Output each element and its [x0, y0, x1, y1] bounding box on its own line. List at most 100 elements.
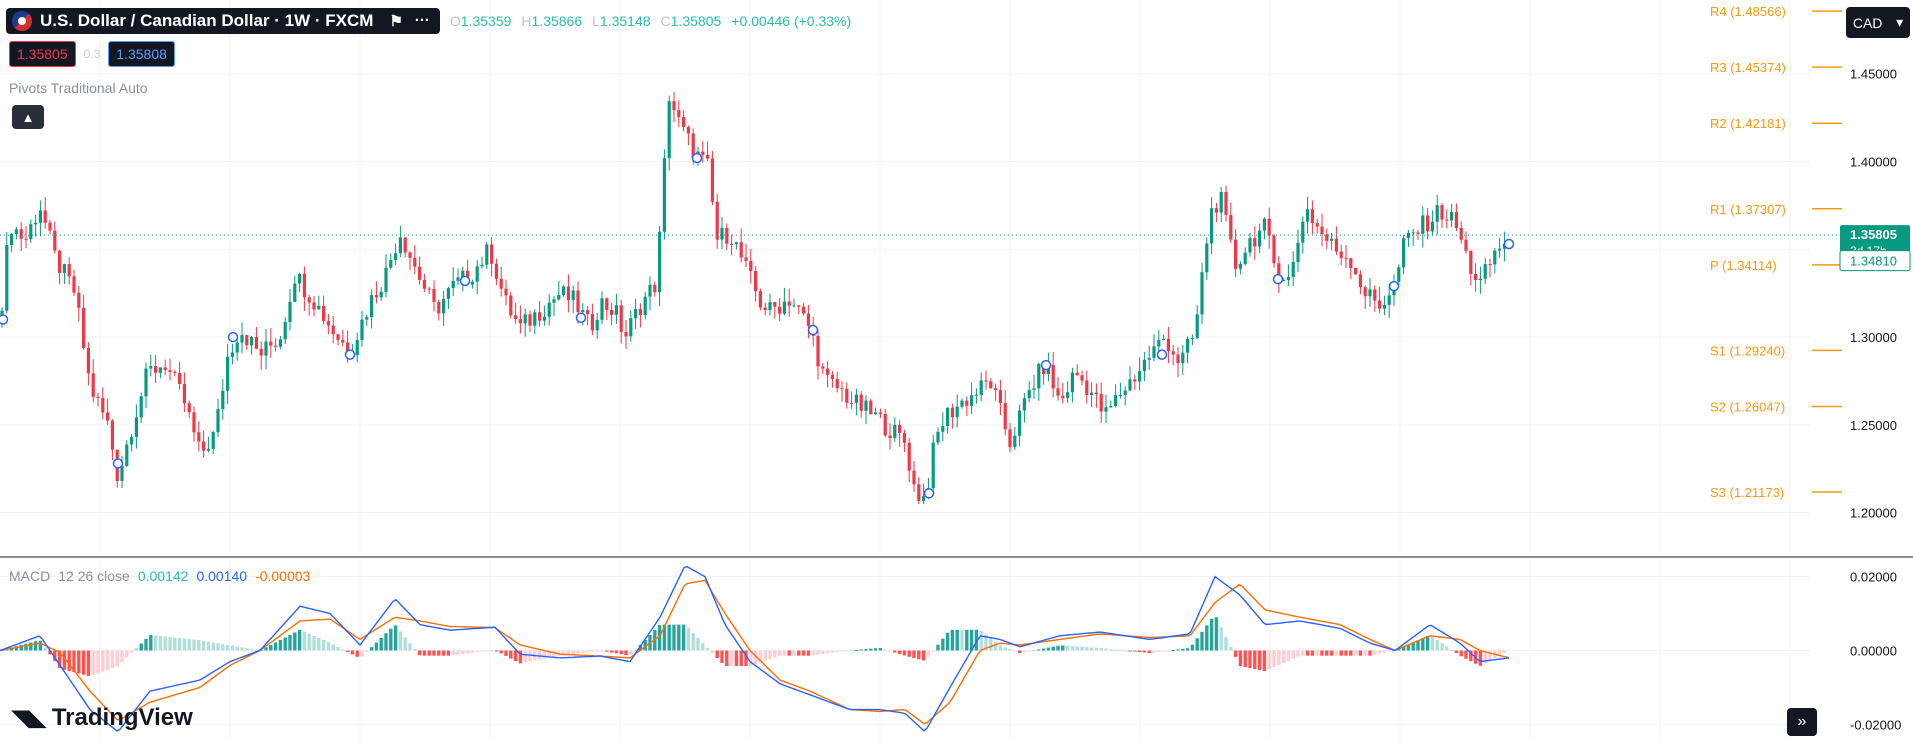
candle-body: [504, 288, 508, 296]
candle-body: [749, 260, 753, 271]
macd-histogram-bar: [1401, 646, 1406, 651]
candle-body: [331, 325, 335, 335]
macd-histogram-bar: [350, 650, 355, 655]
candle-body: [634, 308, 638, 319]
macd-histogram-bar: [288, 634, 292, 651]
candle-body: [480, 264, 484, 267]
candle-body: [192, 412, 196, 433]
candle-body: [744, 257, 748, 261]
macd-histogram-bar: [595, 650, 599, 652]
macd-histogram-bar: [1214, 617, 1219, 651]
macd-histogram-bar: [955, 629, 959, 651]
candle-body: [970, 395, 974, 406]
candle-body: [1478, 278, 1482, 281]
macd-histogram-bar: [437, 650, 441, 656]
tradingview-logo[interactable]: ◥◣ TradingView: [12, 704, 193, 732]
macd-histogram-bar: [273, 642, 278, 651]
collapse-legend-button[interactable]: ▲: [12, 105, 44, 129]
macd-params: 12 26 close: [58, 568, 130, 584]
macd-histogram-bar: [216, 643, 220, 651]
change-value: +0.00446 (+0.33%): [731, 13, 852, 29]
pivot-levels: R4 (1.48566) R3 (1.45374) R2 (1.42181) R1 (…: [1710, 4, 1842, 500]
candle-body: [557, 294, 561, 300]
candle-body: [730, 243, 734, 245]
candle-body: [168, 370, 172, 372]
macd-histogram-bar: [456, 650, 460, 655]
candle-body: [922, 496, 926, 501]
candle-body: [754, 270, 758, 292]
macd-histogram-bar: [1017, 650, 1022, 653]
candle-body: [1027, 389, 1031, 399]
candle-body: [259, 348, 263, 356]
swing-marker: [691, 152, 703, 164]
macd-histogram-bar: [1065, 645, 1070, 651]
candle-body: [1133, 379, 1137, 382]
current-price-label: 1.35805: [1850, 227, 1897, 242]
buy-button[interactable]: 1.35808: [108, 41, 175, 67]
candle-body: [706, 154, 710, 159]
candle-body: [1238, 263, 1242, 269]
candle-body: [432, 288, 436, 302]
candle-body: [538, 312, 542, 321]
macd-histogram-bar: [1085, 647, 1089, 651]
macd-histogram-bar: [1454, 650, 1459, 654]
candle-body: [1464, 239, 1468, 251]
macd-histogram-bar: [1281, 650, 1286, 663]
symbol-title-box[interactable]: U.S. Dollar / Canadian Dollar · 1W · FXC…: [6, 8, 440, 34]
candle-body: [274, 345, 278, 347]
candle-body: [62, 264, 66, 273]
macd-histogram-bar: [1272, 650, 1276, 668]
macd-histogram-bar: [753, 650, 758, 665]
macd-histogram-bar: [422, 650, 427, 656]
candle-body: [1195, 314, 1199, 338]
hist-value: -0.00003: [255, 568, 311, 584]
swing-marker: [459, 275, 471, 287]
candle-body: [648, 284, 652, 297]
candle-body: [490, 244, 494, 264]
candle-body: [456, 277, 460, 281]
macd-histogram-bar: [1152, 650, 1156, 653]
candle-body: [874, 412, 878, 415]
candle-body: [1498, 248, 1502, 251]
macd-histogram-bar: [1094, 647, 1099, 651]
candle-body: [336, 334, 340, 340]
macd-histogram-bar: [1267, 650, 1271, 670]
candle-body: [1094, 392, 1098, 394]
macd-value: 0.00142: [137, 568, 189, 584]
candle-body: [494, 263, 498, 279]
currency-button[interactable]: CAD ▾: [1846, 7, 1910, 38]
macd-histogram-bar: [413, 649, 417, 651]
flag-marker-icon[interactable]: ⚑: [389, 13, 403, 30]
candle-body: [1075, 372, 1079, 376]
macd-histogram-bar: [883, 649, 887, 651]
macd-histogram-bar: [672, 624, 676, 651]
candle-body: [624, 331, 628, 337]
candle-body: [427, 288, 431, 290]
scroll-to-realtime-button[interactable]: »: [1787, 708, 1817, 736]
macd-histogram-bar: [984, 634, 988, 651]
pivots-indicator-label[interactable]: Pivots Traditional Auto: [9, 80, 148, 96]
currency-label: CAD: [1852, 14, 1883, 31]
candle-body: [950, 407, 954, 418]
macd-histogram-bar: [1502, 650, 1507, 653]
candle-body: [802, 306, 806, 314]
candle-body: [672, 101, 676, 111]
candle-body: [658, 231, 662, 293]
sell-button[interactable]: 1.35805: [9, 41, 76, 67]
candle-body: [576, 290, 580, 313]
candle-body: [1186, 338, 1190, 353]
candle-body: [34, 222, 38, 225]
macd-histogram-bar: [725, 650, 729, 667]
candle-body: [1344, 258, 1348, 260]
candle-body: [125, 444, 129, 467]
candle-body: [384, 267, 388, 292]
macd-histogram-bar: [1137, 650, 1142, 653]
more-options-icon[interactable]: ···: [414, 12, 430, 29]
candle-body: [643, 296, 647, 316]
macd-histogram-bar: [605, 650, 609, 652]
macd-histogram-bar: [576, 650, 580, 654]
macd-histogram-bar: [485, 650, 489, 652]
candle-body: [58, 250, 62, 273]
macd-legend[interactable]: MACD 12 26 close 0.00142 0.00140 -0.0000…: [9, 568, 310, 584]
